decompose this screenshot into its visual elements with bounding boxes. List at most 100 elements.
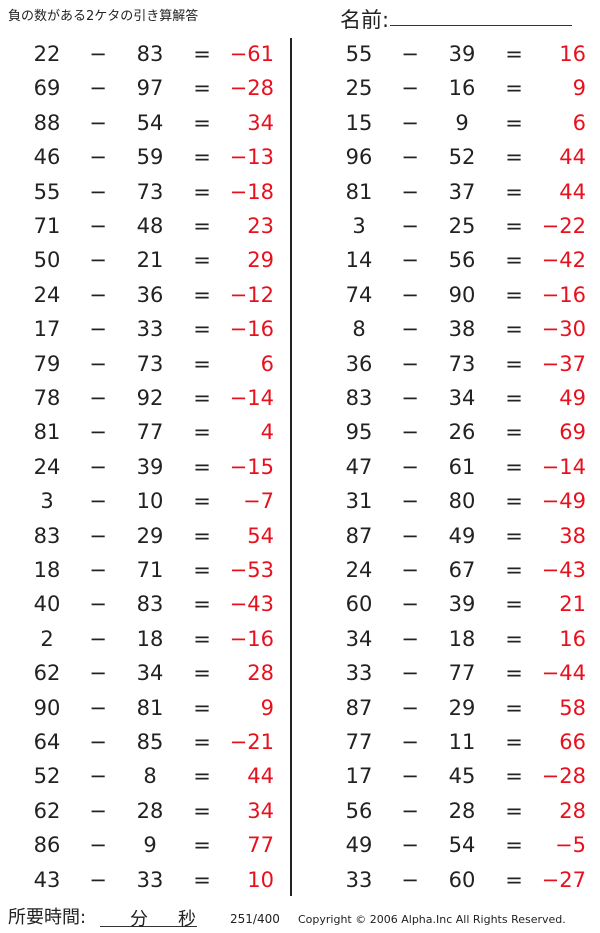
minuend: 22 [33, 42, 61, 66]
minus-sign: − [89, 179, 107, 204]
minus-sign: − [89, 764, 107, 789]
equals-sign: = [505, 798, 523, 823]
minuend: 43 [33, 867, 61, 892]
minus-sign: − [401, 523, 419, 548]
subtrahend: 48 [136, 214, 164, 238]
minus-sign: − [401, 730, 419, 754]
time-field-line [100, 926, 197, 927]
minus-sign: − [89, 248, 107, 273]
minus-sign: − [89, 730, 107, 754]
answer: 44 [247, 764, 274, 789]
minuend: 2 [40, 626, 54, 651]
equals-sign: = [505, 730, 523, 754]
answer: 6 [260, 351, 274, 376]
minus-sign: − [89, 558, 107, 582]
subtrahend: 10 [136, 489, 164, 514]
minuend: 83 [33, 523, 61, 548]
subtrahend: 21 [136, 248, 164, 273]
minus-sign: − [89, 420, 107, 445]
subtrahend: 29 [448, 695, 476, 720]
minuend: 8 [352, 317, 366, 342]
answer: 44 [559, 145, 586, 170]
subtrahend: 18 [136, 626, 164, 651]
minuend: 78 [33, 386, 61, 410]
subtrahend: 28 [136, 798, 164, 823]
minuend: 62 [33, 661, 61, 686]
subtrahend: 39 [448, 42, 476, 66]
subtrahend: 83 [136, 42, 164, 66]
minuend: 87 [345, 695, 373, 720]
equals-sign: = [193, 317, 211, 342]
subtrahend: 77 [448, 661, 476, 686]
equals-sign: = [193, 386, 211, 410]
minuend: 24 [345, 558, 373, 582]
minus-sign: − [401, 282, 419, 307]
minus-sign: − [89, 351, 107, 376]
equals-sign: = [193, 76, 211, 101]
minus-sign: − [401, 798, 419, 823]
subtrahend: 39 [136, 454, 164, 479]
answer: 23 [247, 214, 274, 238]
minus-sign: − [89, 489, 107, 514]
minuend: 14 [345, 248, 373, 273]
minuend: 31 [345, 489, 373, 514]
minuend: 3 [352, 214, 366, 238]
answer: −37 [541, 351, 586, 376]
equals-sign: = [193, 282, 211, 307]
answer: −7 [243, 489, 274, 514]
minus-sign: − [89, 317, 107, 342]
equals-sign: = [193, 867, 211, 892]
equals-sign: = [505, 592, 523, 617]
minuend: 40 [33, 592, 61, 617]
subtrahend: 8 [143, 764, 157, 789]
equals-sign: = [505, 454, 523, 479]
minus-sign: − [401, 558, 419, 582]
minuend: 17 [33, 317, 61, 342]
equals-sign: = [193, 454, 211, 479]
minuend: 49 [345, 833, 373, 858]
minus-sign: − [401, 248, 419, 273]
equals-sign: = [505, 351, 523, 376]
answer: 4 [260, 420, 274, 445]
minuend: 79 [33, 351, 61, 376]
answer: 29 [247, 248, 274, 273]
column-divider [290, 38, 292, 896]
minus-sign: − [89, 214, 107, 238]
minus-sign: − [401, 179, 419, 204]
subtrahend: 77 [136, 420, 164, 445]
subtrahend: 29 [136, 523, 164, 548]
subtrahend: 33 [136, 867, 164, 892]
equals-sign: = [505, 386, 523, 410]
minus-sign: − [89, 282, 107, 307]
equals-sign: = [193, 626, 211, 651]
subtrahend: 34 [136, 661, 164, 686]
subtrahend: 18 [448, 626, 476, 651]
seconds-label: 秒 [178, 909, 196, 930]
minus-sign: − [401, 489, 419, 514]
answer: 9 [260, 695, 274, 720]
minuend: 55 [33, 179, 61, 204]
minuend: 50 [33, 248, 61, 273]
subtrahend: 80 [448, 489, 476, 514]
equals-sign: = [193, 592, 211, 617]
subtrahend: 81 [136, 695, 164, 720]
equals-sign: = [193, 179, 211, 204]
equals-sign: = [505, 42, 523, 66]
equals-sign: = [193, 42, 211, 66]
minuend: 33 [345, 867, 373, 892]
equals-sign: = [193, 145, 211, 170]
minuend: 46 [33, 145, 61, 170]
answer: −18 [229, 179, 274, 204]
equals-sign: = [193, 730, 211, 754]
minuend: 17 [345, 764, 373, 789]
equals-sign: = [193, 351, 211, 376]
answer: 44 [559, 179, 586, 204]
minutes-label: 分 [130, 909, 148, 930]
answer: −42 [541, 248, 586, 273]
minuend: 18 [33, 558, 61, 582]
minuend: 87 [345, 523, 373, 548]
minuend: 62 [33, 798, 61, 823]
equals-sign: = [193, 110, 211, 135]
copyright: Copyright © 2006 Alpha.Inc All Rights Re… [298, 913, 566, 926]
answer: 58 [559, 695, 586, 720]
